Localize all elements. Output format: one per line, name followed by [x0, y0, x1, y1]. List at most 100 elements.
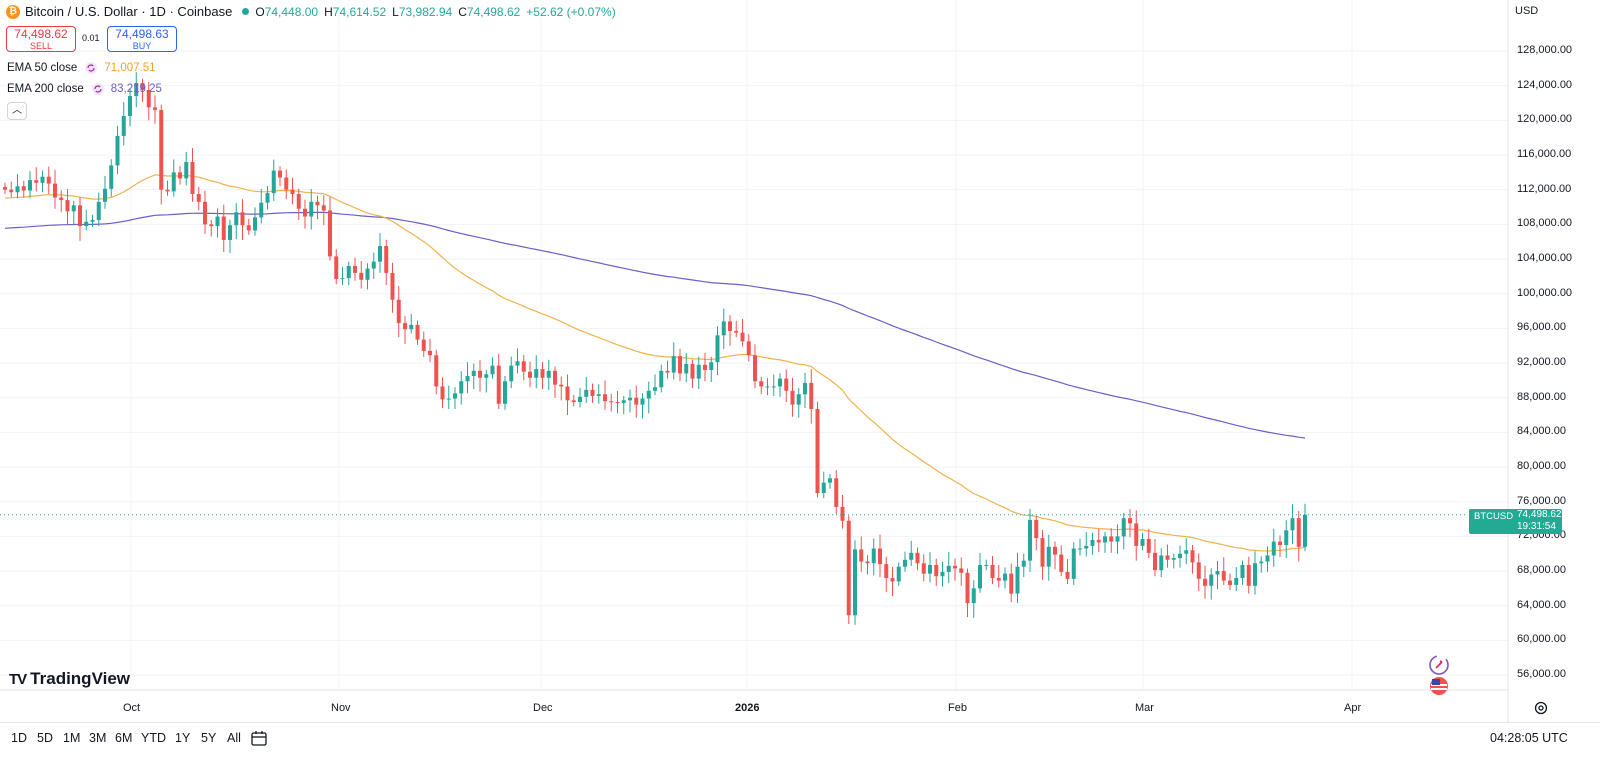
candle	[528, 361, 532, 388]
candle	[15, 174, 20, 199]
symbol-title[interactable]: Bitcoin / U.S. Dollar · 1D · Coinbase	[25, 4, 233, 19]
tradingview-logo[interactable]: TV TradingView	[9, 669, 130, 689]
candle-body	[34, 180, 39, 183]
candle-body	[946, 565, 951, 572]
candle-body	[846, 520, 851, 616]
candle-body	[109, 165, 114, 189]
low-value: 73,982.94	[398, 4, 453, 19]
candle	[546, 359, 551, 390]
candle-body	[503, 381, 507, 404]
candle	[1140, 532, 1145, 551]
refresh-icon[interactable]	[84, 61, 98, 75]
candle	[1165, 544, 1170, 568]
candle	[628, 389, 632, 413]
candle	[1221, 557, 1226, 585]
candle-body	[1253, 563, 1257, 586]
buy-button[interactable]: 74,498.63 BUY	[107, 26, 177, 52]
candle	[184, 151, 189, 186]
candle-body	[1115, 536, 1120, 542]
candle	[890, 566, 895, 597]
refresh-icon[interactable]	[91, 82, 105, 96]
candle	[434, 349, 439, 395]
candle	[90, 214, 95, 227]
us-flag-icon[interactable]	[1429, 676, 1449, 696]
candle-body	[53, 183, 57, 198]
sell-price: 74,498.62	[14, 27, 68, 41]
ema50-legend[interactable]: EMA 50 close 71,007.51	[7, 61, 156, 75]
currency-label[interactable]: USD	[1515, 5, 1539, 17]
buy-price: 74,498.63	[115, 27, 169, 41]
candle-body	[203, 201, 207, 225]
candle-body	[953, 565, 957, 569]
candle-body	[559, 384, 564, 387]
candle-body	[990, 564, 995, 578]
timeframe-6m[interactable]: 6M	[115, 731, 133, 745]
candle-body	[1090, 539, 1095, 546]
candle	[103, 175, 107, 209]
candle	[921, 554, 926, 582]
candle-body	[821, 482, 826, 494]
ema200-legend[interactable]: EMA 200 close 83,219.25	[7, 82, 162, 96]
magic-icon[interactable]	[1428, 654, 1450, 676]
candle	[65, 189, 70, 225]
candle	[1153, 538, 1157, 577]
candle	[271, 159, 276, 201]
candle	[803, 372, 807, 409]
candle	[784, 369, 789, 403]
candle	[253, 207, 257, 236]
candle	[409, 313, 414, 334]
candle	[871, 538, 876, 576]
candle-body	[1009, 573, 1014, 594]
price-chart[interactable]	[0, 0, 1600, 722]
candle-body	[1265, 555, 1270, 562]
candle	[21, 180, 26, 198]
candle-body	[440, 386, 445, 400]
sell-button[interactable]: 74,498.62 SELL	[6, 26, 76, 52]
candle	[909, 540, 914, 566]
logo-text: TradingView	[30, 669, 130, 688]
candle-body	[1178, 553, 1182, 559]
candle	[471, 363, 476, 390]
candle-body	[1028, 519, 1032, 561]
candle	[371, 252, 376, 279]
timeframe-5y[interactable]: 5Y	[201, 731, 217, 745]
candle-body	[634, 397, 639, 405]
timeframe-1d[interactable]: 1D	[11, 731, 27, 745]
spread-value: 0.01	[82, 33, 100, 43]
candle-body	[46, 176, 51, 184]
candle	[915, 547, 920, 571]
candle	[859, 536, 864, 572]
tradingview-logo-icon: TV	[9, 670, 27, 688]
candle	[671, 342, 676, 380]
candle-body	[409, 324, 414, 330]
candle-body	[853, 549, 857, 616]
timeframe-3m[interactable]: 3M	[89, 731, 107, 745]
candle	[696, 356, 701, 390]
candle	[946, 551, 951, 584]
candle	[534, 355, 539, 389]
candle	[1228, 573, 1232, 591]
candle-body	[340, 278, 345, 280]
candle-body	[728, 321, 732, 331]
candle	[190, 148, 195, 202]
timeframe-1y[interactable]: 1Y	[175, 731, 191, 745]
timeframe-5d[interactable]: 5D	[37, 731, 53, 745]
candle-body	[1240, 564, 1245, 578]
timeframe-1m[interactable]: 1M	[63, 731, 81, 745]
candle-body	[178, 172, 182, 179]
candle-body	[609, 401, 614, 403]
timeframe-all[interactable]: All	[227, 731, 241, 745]
timeframe-ytd[interactable]: YTD	[141, 731, 166, 745]
chevron-up-icon[interactable]: ︿	[7, 102, 27, 120]
utc-clock[interactable]: 04:28:05 UTC	[1490, 731, 1568, 745]
candle-body	[171, 172, 176, 192]
candle-body	[878, 548, 882, 565]
ema50-label: EMA 50 close	[7, 62, 78, 74]
candle	[1284, 520, 1289, 559]
price-tag-symbol: BTCUSD	[1472, 510, 1516, 523]
candle-body	[215, 216, 220, 227]
candle	[165, 180, 170, 196]
gear-icon[interactable]	[1533, 700, 1549, 716]
candle-body	[371, 261, 376, 269]
calendar-icon[interactable]	[250, 729, 268, 747]
